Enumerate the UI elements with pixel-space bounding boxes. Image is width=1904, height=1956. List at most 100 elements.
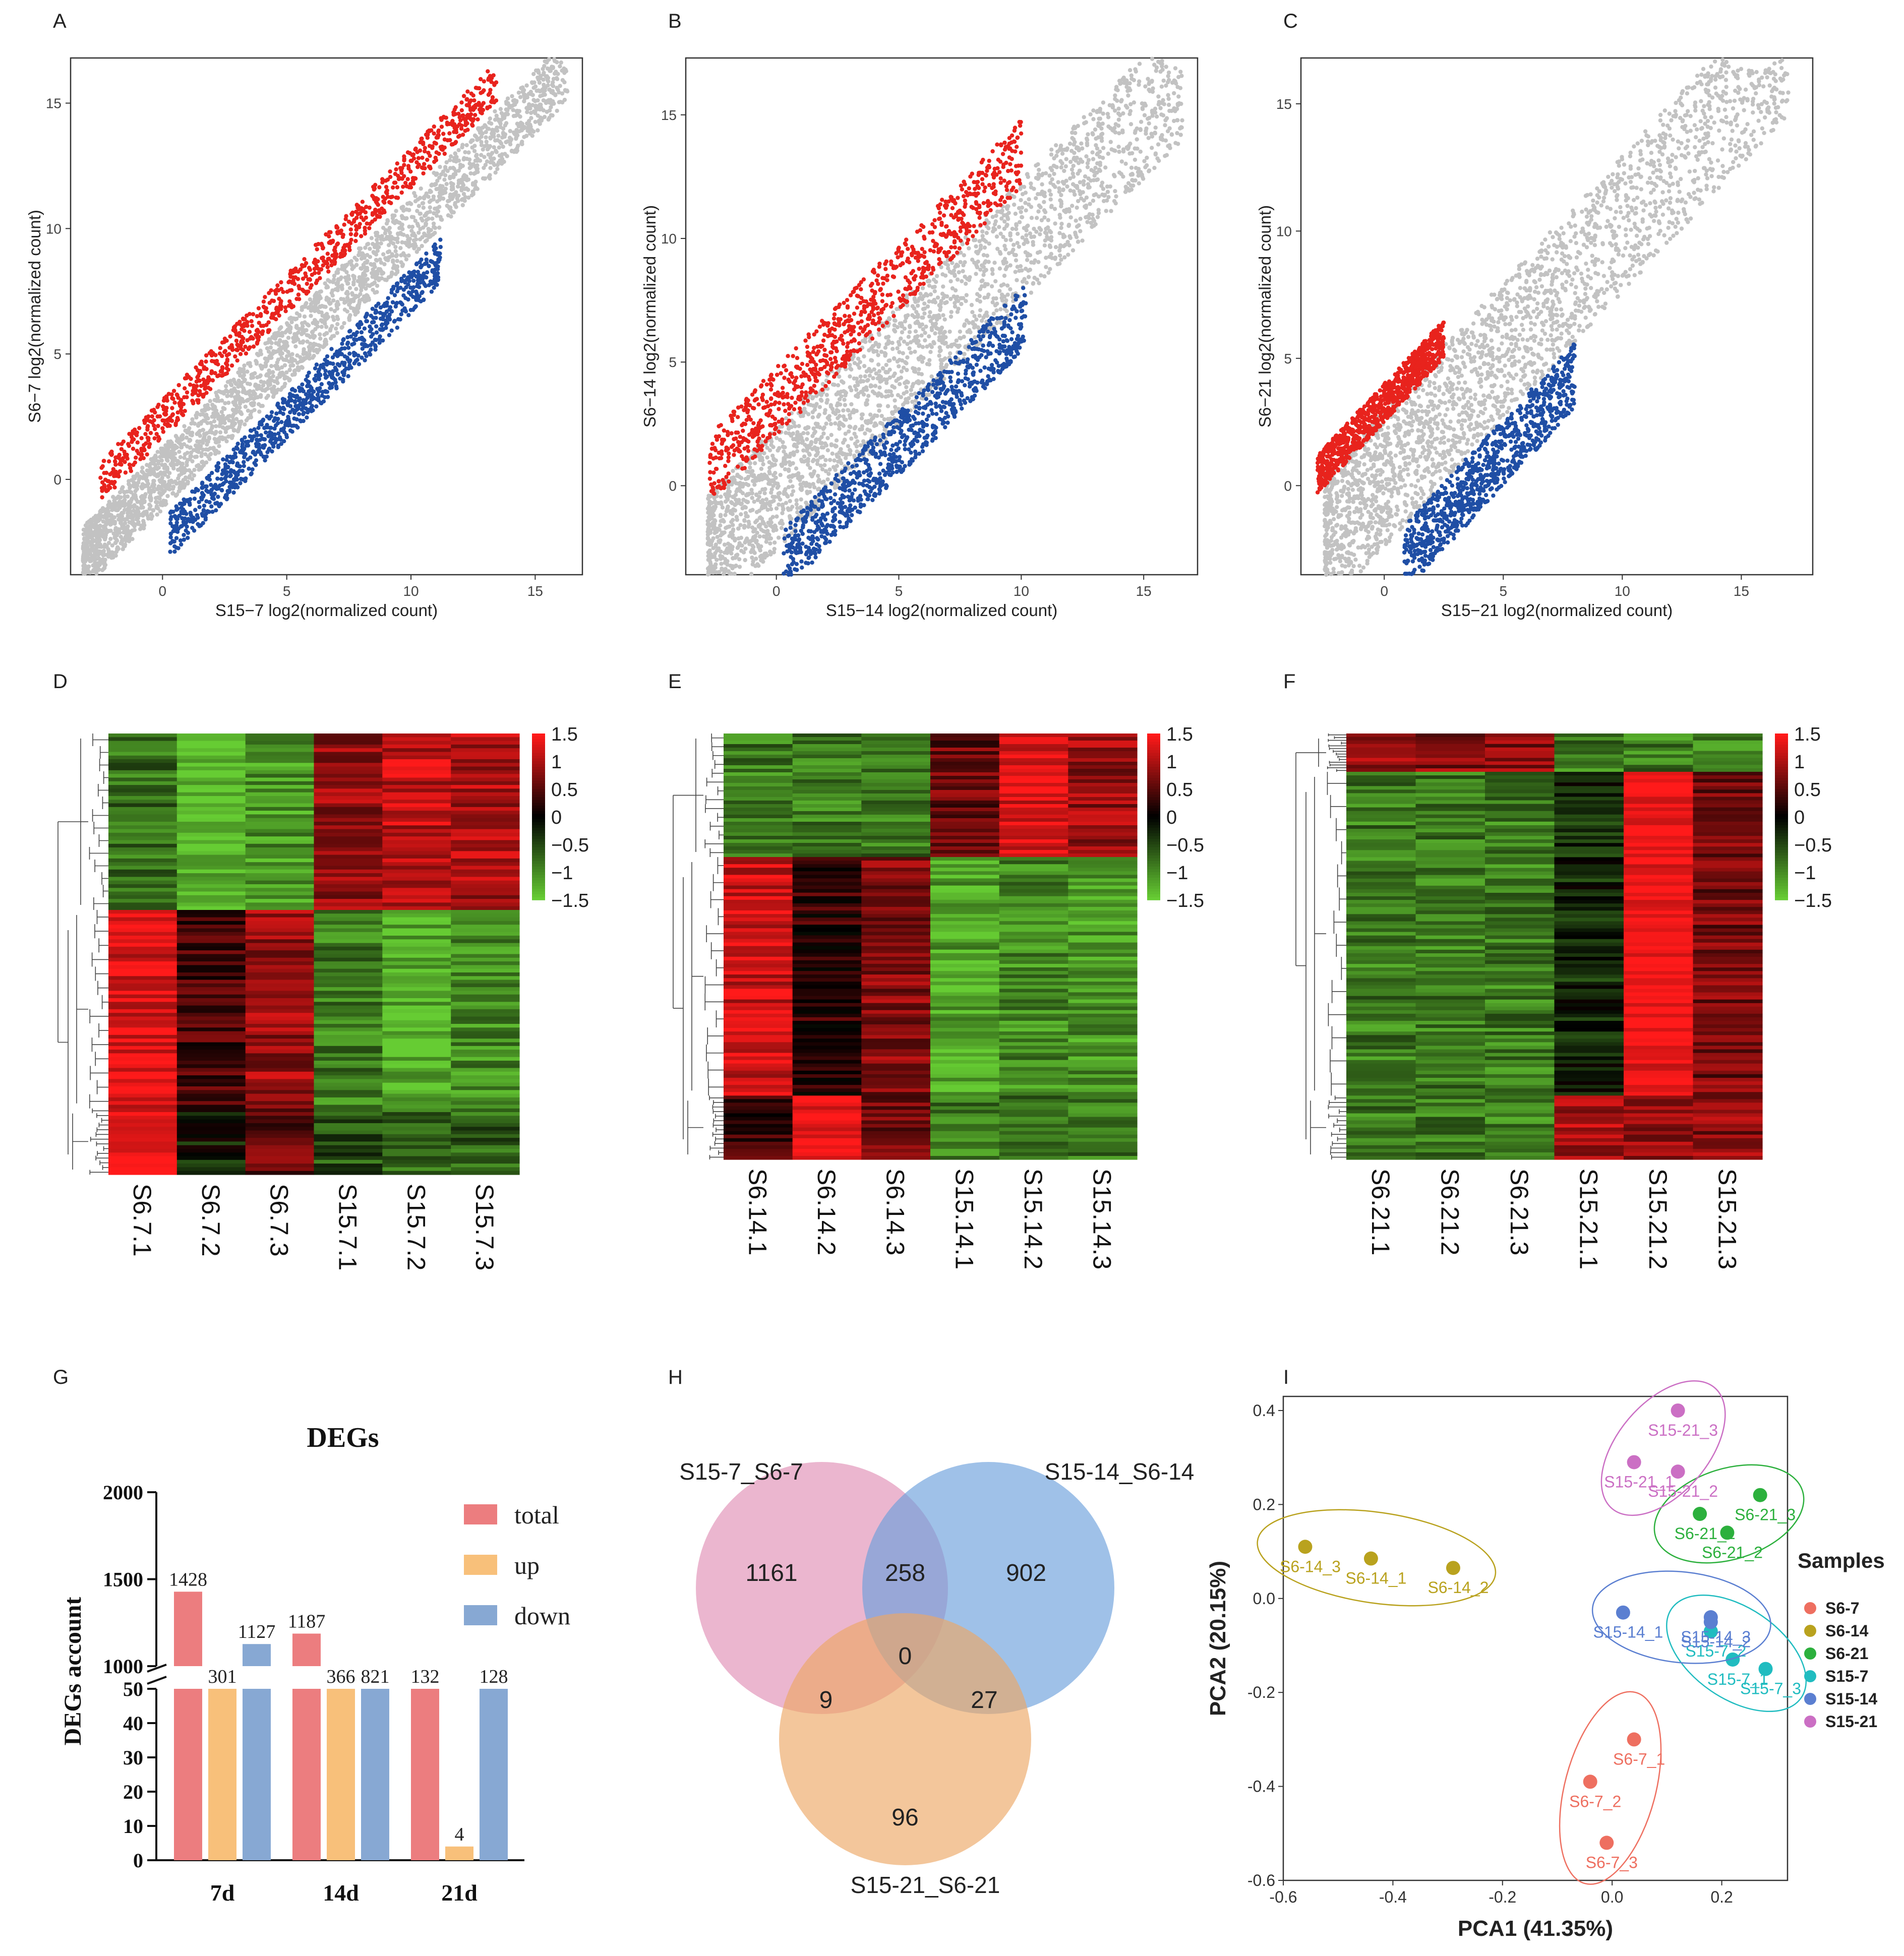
point-up (113, 459, 117, 464)
point-ns (485, 126, 490, 131)
point-ns (541, 98, 546, 103)
point-ns (511, 113, 516, 118)
point-up (172, 400, 177, 405)
point-ns (261, 383, 266, 388)
point-ns (395, 270, 400, 275)
point-up (418, 140, 423, 145)
point-down (373, 337, 378, 342)
point-up (183, 386, 187, 391)
point-down (269, 410, 274, 414)
point-ns (456, 148, 461, 152)
point-down (171, 529, 175, 533)
point-down (347, 363, 352, 368)
point-ns (406, 253, 411, 258)
point-ns (272, 350, 277, 354)
point-up (154, 432, 159, 437)
point-down (394, 283, 399, 288)
point-ns (313, 318, 318, 323)
point-ns (205, 442, 209, 447)
point-ns (497, 145, 501, 150)
point-ns (198, 412, 203, 417)
point-ns (98, 514, 102, 519)
point-ns (111, 531, 116, 536)
point-ns (555, 108, 559, 113)
point-ns (553, 93, 558, 97)
point-ns (91, 568, 96, 573)
point-down (414, 294, 419, 299)
point-ns (356, 253, 361, 258)
point-down (340, 341, 344, 346)
point-ns (130, 521, 134, 526)
point-ns (151, 478, 156, 483)
point-up (111, 467, 115, 471)
point-up (353, 238, 358, 243)
point-up (479, 91, 483, 95)
point-up (143, 432, 148, 437)
point-up (315, 247, 319, 252)
point-ns (351, 282, 356, 287)
point-up (168, 415, 172, 420)
point-up (399, 190, 404, 195)
point-ns (978, 247, 983, 251)
point-up (293, 269, 298, 274)
point-ns (202, 436, 207, 441)
point-ns (1166, 74, 1170, 79)
point-ns (240, 367, 244, 372)
point-down (340, 346, 344, 351)
x-tick-label: 0 (159, 583, 167, 599)
point-ns (399, 232, 404, 236)
point-ns (106, 509, 110, 514)
point-ns (407, 208, 411, 212)
point-ns (136, 509, 141, 514)
point-ns (1166, 70, 1171, 75)
point-up (229, 363, 234, 368)
point-down (396, 317, 401, 322)
point-down (306, 379, 310, 384)
point-up (411, 181, 416, 186)
point-ns (514, 136, 518, 141)
point-up (338, 231, 343, 235)
point-down (223, 476, 227, 480)
point-down (374, 330, 379, 335)
point-down (389, 309, 394, 314)
point-up (104, 470, 109, 475)
point-down (271, 442, 275, 447)
point-down (314, 362, 319, 367)
point-up (136, 451, 141, 456)
point-up (334, 255, 338, 259)
point-down (305, 415, 309, 420)
point-down (374, 324, 379, 329)
point-ns (405, 201, 410, 206)
point-ns (423, 239, 428, 244)
point-up (303, 271, 308, 276)
point-ns (1059, 221, 1064, 226)
point-ns (483, 123, 487, 128)
point-up (204, 353, 209, 358)
point-down (317, 367, 322, 372)
point-ns (403, 240, 407, 245)
point-ns (335, 331, 339, 335)
point-up (223, 349, 227, 353)
point-ns (138, 527, 143, 531)
point-ns (127, 500, 132, 505)
point-ns (448, 154, 453, 159)
point-up (393, 180, 398, 185)
point-down (378, 311, 383, 315)
point-ns (754, 557, 758, 561)
point-ns (287, 377, 292, 382)
point-ns (280, 345, 284, 350)
point-ns (1067, 243, 1072, 248)
point-down (436, 275, 441, 280)
point-ns (333, 287, 338, 292)
point-ns (502, 135, 507, 139)
point-up (385, 195, 390, 199)
point-ns (457, 178, 462, 184)
point-ns (476, 127, 481, 131)
point-down (430, 269, 435, 274)
point-ns (160, 491, 165, 496)
point-up (276, 288, 281, 293)
point-up (471, 93, 475, 98)
point-ns (155, 487, 159, 492)
point-ns (428, 209, 432, 214)
